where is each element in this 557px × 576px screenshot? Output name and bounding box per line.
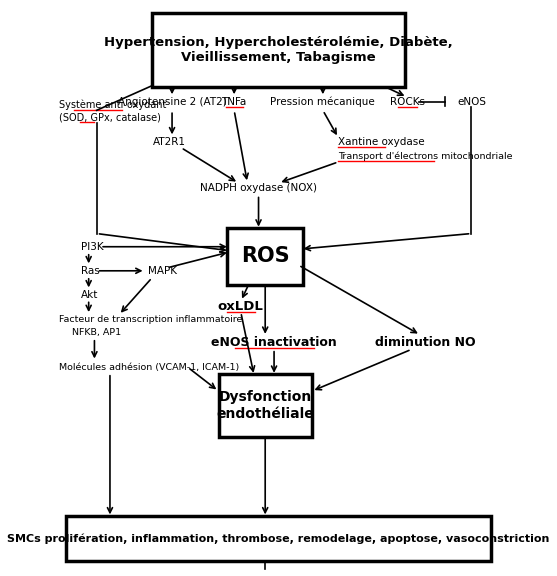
Text: (SOD, GPx, catalase): (SOD, GPx, catalase) bbox=[59, 112, 161, 122]
Text: diminution NO: diminution NO bbox=[374, 336, 475, 349]
FancyBboxPatch shape bbox=[66, 516, 491, 562]
Text: Facteur de transcription inflammatoire: Facteur de transcription inflammatoire bbox=[59, 315, 242, 324]
Text: ROCKs: ROCKs bbox=[389, 97, 424, 107]
Text: Akt: Akt bbox=[81, 290, 99, 300]
Text: Angiotensine 2 (AT2): Angiotensine 2 (AT2) bbox=[118, 97, 227, 107]
Text: Hypertension, Hypercholestérolémie, Diabète,
Vieillissement, Tabagisme: Hypertension, Hypercholestérolémie, Diab… bbox=[104, 36, 453, 64]
Text: Ras: Ras bbox=[81, 266, 100, 276]
Text: eNOS inactivation: eNOS inactivation bbox=[211, 336, 337, 349]
Text: Xantine oxydase: Xantine oxydase bbox=[338, 137, 425, 147]
FancyBboxPatch shape bbox=[219, 374, 312, 437]
Text: AT2R1: AT2R1 bbox=[153, 137, 187, 147]
Text: Système anti-oxydant: Système anti-oxydant bbox=[59, 99, 167, 110]
Text: Transport d'électrons mitochondriale: Transport d'électrons mitochondriale bbox=[338, 151, 513, 161]
Text: SMCs prolifération, inflammation, thrombose, remodelage, apoptose, vasoconstrict: SMCs prolifération, inflammation, thromb… bbox=[7, 533, 550, 544]
FancyBboxPatch shape bbox=[227, 228, 303, 285]
Text: PI3K: PI3K bbox=[81, 242, 104, 252]
Text: MAPK: MAPK bbox=[148, 266, 177, 276]
Text: eNOS: eNOS bbox=[457, 97, 486, 107]
Text: Molécules adhésion (VCAM-1, ICAM-1): Molécules adhésion (VCAM-1, ICAM-1) bbox=[59, 363, 239, 372]
Text: NFKB, AP1: NFKB, AP1 bbox=[72, 328, 121, 337]
Text: NADPH oxydase (NOX): NADPH oxydase (NOX) bbox=[200, 183, 317, 193]
Text: oxLDL: oxLDL bbox=[218, 300, 263, 313]
Text: Dysfonction
endothéliale: Dysfonction endothéliale bbox=[216, 391, 314, 420]
FancyBboxPatch shape bbox=[152, 13, 405, 88]
Text: TNFa: TNFa bbox=[222, 97, 247, 107]
Text: Pression mécanique: Pression mécanique bbox=[271, 96, 375, 107]
Text: ROS: ROS bbox=[241, 247, 290, 267]
